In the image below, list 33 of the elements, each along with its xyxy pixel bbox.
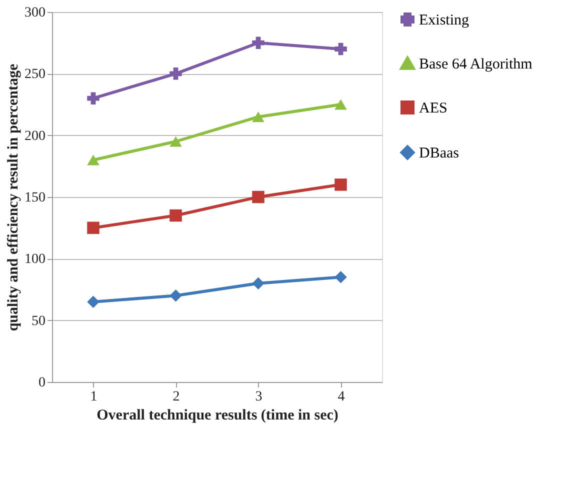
legend-label: Existing [419,12,470,28]
y-axis-title: quality and efficiency result in percentage [6,63,22,332]
legend-label: DBaas [419,146,460,162]
point [252,190,264,204]
y-tick-label: 300 [24,6,46,20]
x-tick-label: 3 [255,390,262,404]
point [170,136,182,147]
point [252,36,264,49]
x-tick-label: 2 [172,390,180,404]
point [334,42,347,56]
y-tick-label: 50 [32,314,46,329]
point [252,112,264,122]
legend-label: AES [419,100,448,116]
y-tick-label: 0 [38,376,46,390]
point [334,99,347,110]
point [87,154,100,166]
point [87,222,100,234]
y-tick-label: 250 [24,67,46,82]
point [87,92,100,104]
x-tick-label: 1 [90,390,98,404]
y-tick-label: 150 [24,190,46,206]
point [334,271,347,284]
point [170,209,182,222]
point [170,290,182,302]
point [87,296,100,308]
y-tick-label: 200 [24,128,46,144]
point [334,178,347,191]
legend-label: Base 64 Algorithm [419,56,533,72]
point [252,277,264,290]
x-tick-label: 4 [338,390,345,404]
y-tick-label: 100 [24,252,46,268]
point [170,68,182,80]
x-axis-title: Overall technique results (time in sec) [96,408,338,424]
